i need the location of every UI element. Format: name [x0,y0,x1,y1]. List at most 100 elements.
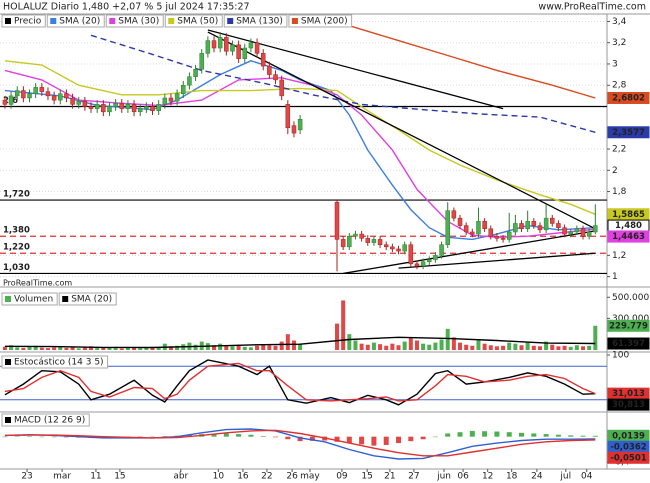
value-label: 1,5865 [612,210,645,220]
value-label: 2,3577 [612,128,645,138]
candle-body [433,255,438,260]
legend-item: Volumen [1,292,58,306]
histogram-bar [51,436,57,438]
volume-bar [587,345,592,350]
candle-body [211,40,217,49]
y-tick-label: 100 [612,351,629,361]
x-tick-label: 16 [237,472,249,482]
volume-bar [132,347,137,350]
candle-body [162,97,168,105]
candle-body [267,65,272,75]
candle-body [88,106,94,109]
candle-body [14,90,20,97]
volume-bar [107,347,112,350]
histogram-bar [2,436,8,438]
volume-bar [224,345,229,350]
histogram-bar [445,433,451,437]
candle-body [359,233,364,239]
x-tick-label: 24 [531,472,543,482]
histogram-bar [162,436,168,437]
volume-bar [156,347,161,350]
value-box [607,398,650,411]
source: www.ProRealTime.com [538,2,646,13]
candle-body [543,217,549,231]
volume-bar [359,343,364,350]
candle-body [420,261,426,267]
histogram-bar [27,436,33,437]
legend-label: SMA (30) [118,17,159,27]
volume-bar [248,347,253,350]
volume-bar [476,340,481,350]
histogram-bar [432,436,438,438]
candle-body [494,235,500,239]
histogram-bar [334,436,340,442]
histogram-bar [408,436,414,442]
volume-bar [353,340,358,350]
sma-line [90,34,596,133]
candle-body [58,93,63,101]
candle-body [21,90,26,99]
legend-swatch [109,18,116,24]
volume-bar [267,345,272,350]
legend-box [1,355,109,369]
candle-body [574,228,580,233]
y-tick-label: 300.000 [612,314,649,324]
legend-item: SMA (20) [58,292,117,306]
volume-sma-line [4,336,596,349]
histogram-bar [519,432,525,437]
candle-body [94,104,100,109]
candle-body [125,104,131,109]
volume-bar [230,346,235,350]
candle-body [445,210,450,245]
candle-body [236,44,241,59]
candle-body [463,225,469,233]
volume-bar [101,347,106,350]
legend-swatch [168,18,175,24]
volume-bar [371,342,376,350]
oscillator-line [4,359,596,406]
candle-body [439,244,444,256]
y-tick-label: 2 [612,166,618,176]
candle-body [150,106,155,112]
histogram-bar [383,436,389,445]
volume-bar [95,348,100,350]
candle-body [27,93,32,99]
volume-bar [433,342,438,350]
candle-body [377,239,383,245]
candle-body [273,74,278,81]
x-tick-label: 27 [408,472,419,482]
histogram-bar [494,431,500,437]
candle-body [390,246,395,250]
x-tick-label: 06 [457,472,469,482]
volume-bar [470,345,475,350]
volume-bar [421,343,426,350]
histogram-bar [346,436,352,444]
volume-bar [9,345,14,350]
value-box [607,230,650,243]
candle-body [119,103,125,109]
candle-body [580,228,586,237]
volume-bar [33,345,38,350]
candle-body [519,223,524,230]
legend-swatch [227,18,234,24]
candle-body [550,217,555,224]
volume-bar [21,347,26,350]
oscillator-line [4,362,596,402]
candle-body [199,53,204,70]
volume-bar [439,339,444,350]
candle-body [156,104,161,112]
volume-bar [335,323,340,350]
legend-swatch [5,359,11,365]
legend-label: MACD (12 26 9) [14,416,85,426]
legend-swatch [291,18,298,24]
legend-box [1,14,46,28]
histogram-bar [506,432,512,437]
volume-bar [507,342,512,350]
histogram-bar [223,433,229,437]
legend-box [288,14,353,28]
volume-bar [531,345,536,350]
volume-bar [45,348,50,350]
watermark: ProRealTime.com [3,279,72,288]
y-tick-label: 500.000 [612,293,649,303]
candle-body [70,97,75,105]
